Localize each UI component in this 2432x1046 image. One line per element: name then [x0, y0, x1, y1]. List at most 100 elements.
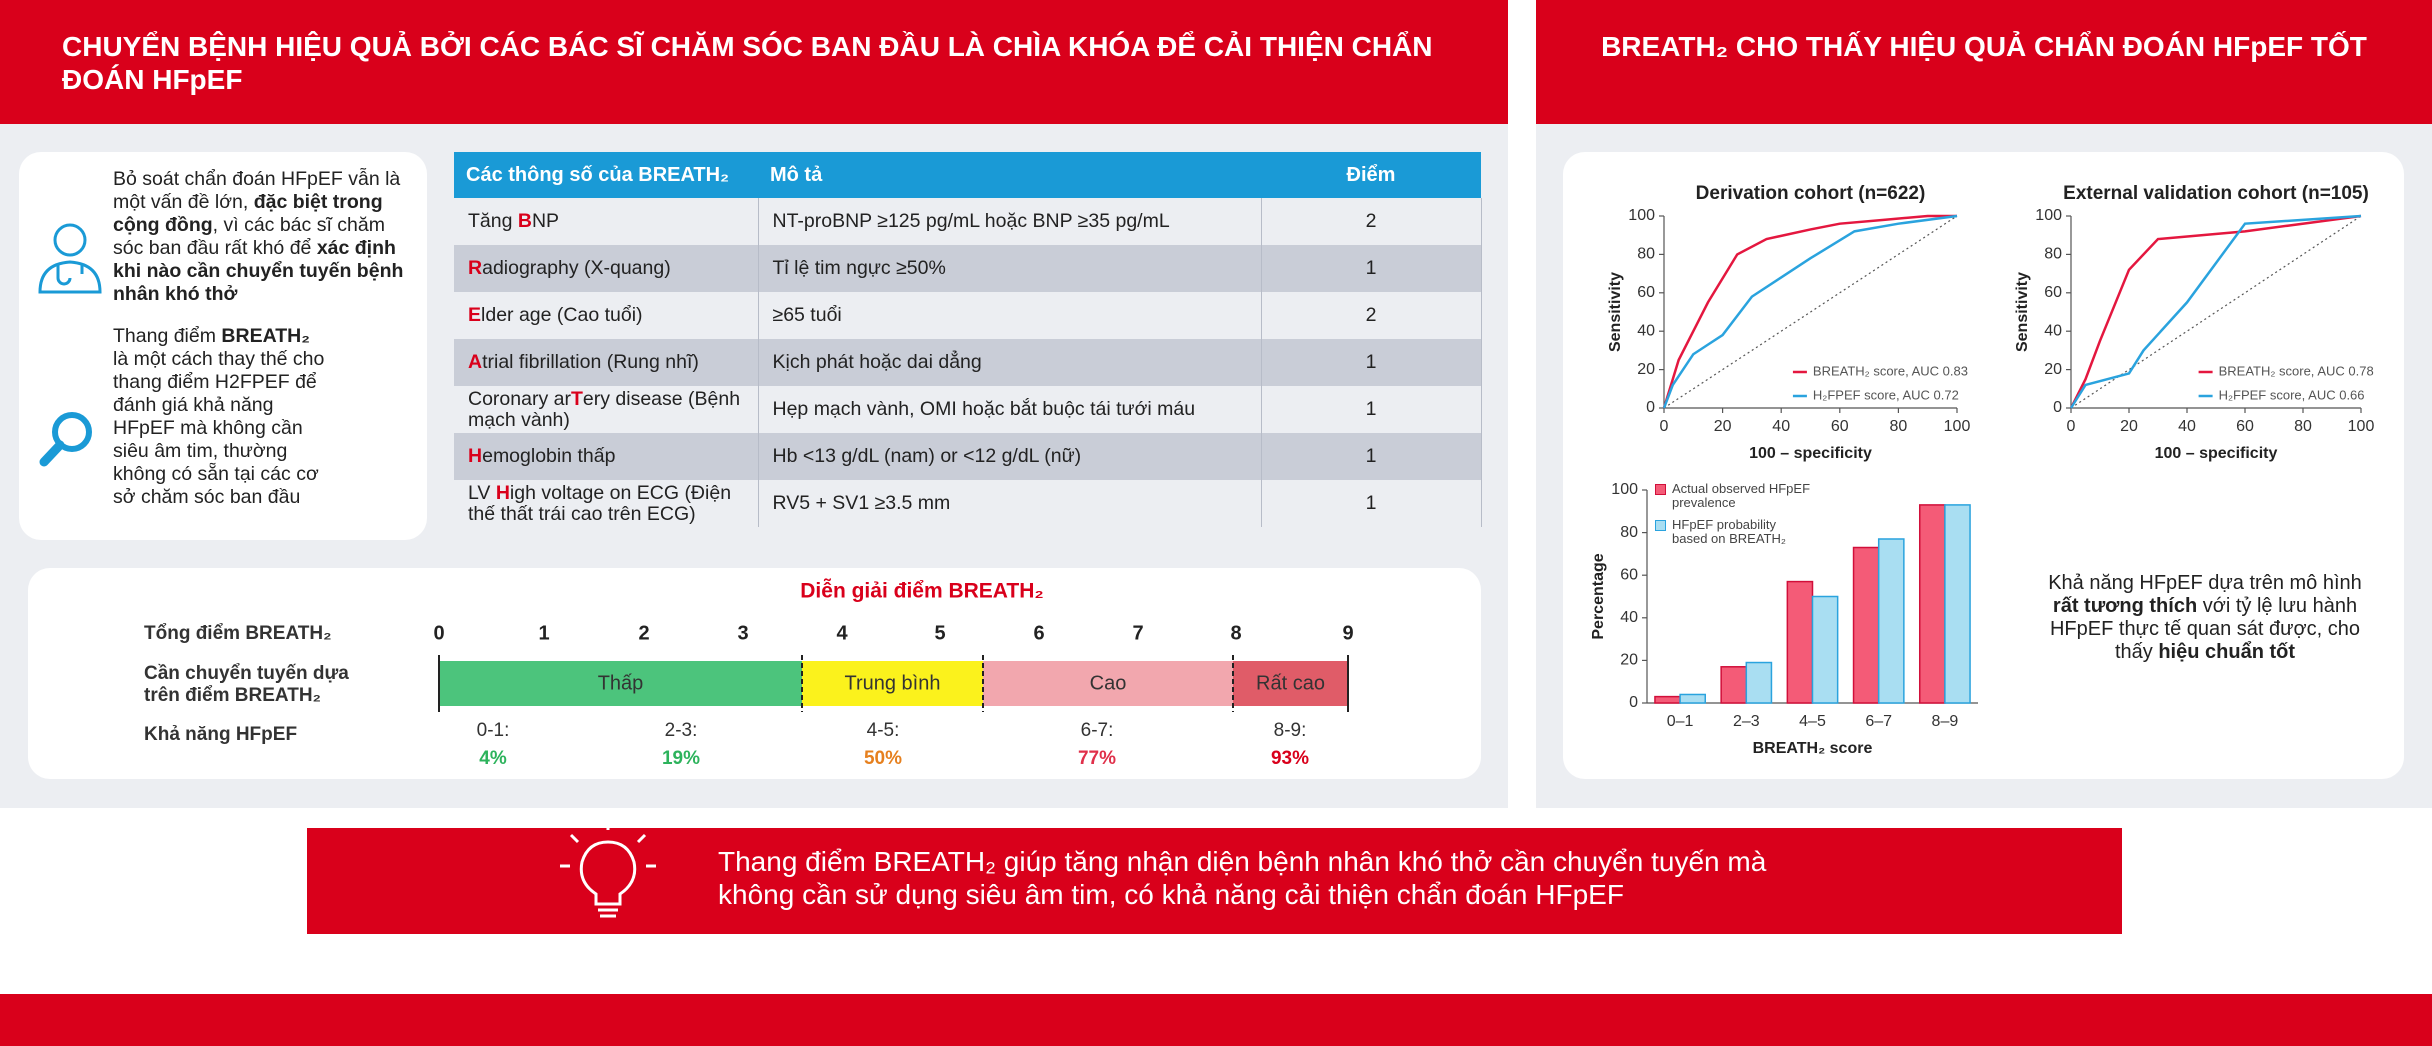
text-run: A: [468, 351, 483, 373]
text-run: Coronary ar: [468, 387, 571, 410]
roc-curve: [2069, 214, 2362, 409]
doctor-icon: [38, 223, 102, 294]
y-axis-label: Sensitivity: [1607, 272, 1624, 352]
text-run: H: [495, 481, 510, 504]
parameter-cell: Atrial fibrillation (Rung nhĩ): [454, 339, 759, 386]
x-tick-label: 80: [2294, 418, 2312, 435]
legend-label: H₂FPEF score, AUC 0.66: [2219, 387, 2365, 402]
x-tick-label: 80: [1890, 418, 1908, 435]
legend-swatch: [1655, 484, 1666, 495]
likelihood-range: 6-7:: [1081, 720, 1114, 741]
magnifier-icon: [39, 412, 92, 467]
text-run: Tăng: [468, 210, 518, 232]
legend-entry: Actual observed HFpEF prevalence: [1655, 482, 1815, 510]
y-tick-label: 40: [1637, 322, 1655, 339]
likelihood-range: 0-1:: [477, 720, 510, 741]
y-tick-label: 80: [1637, 246, 1655, 263]
y-tick-label: 20: [2044, 361, 2062, 378]
y-tick-label: 0: [2053, 399, 2062, 416]
bar: [1918, 504, 1946, 704]
x-tick-label: 60: [2236, 418, 2254, 435]
legend-label: BREATH₂ score, AUC 0.83: [1813, 363, 1968, 378]
y-tick-label: 40: [1620, 609, 1638, 626]
calibration-note: Khả năng HFpEF dựa trên mô hình rất tươn…: [2045, 572, 2365, 664]
likelihood-value: 19%: [662, 748, 700, 769]
likelihood-value: 50%: [864, 748, 902, 769]
banner-text: Thang điểm BREATH₂ giúp tăng nhận diện b…: [718, 846, 1767, 910]
text-run: Thang điểm: [113, 325, 222, 347]
text-run: NP: [531, 210, 560, 232]
bar: [1654, 695, 1681, 704]
x-tick-label: 100: [1944, 418, 1971, 435]
text-run: Bỏ soát chẩn đoán HFpEF vẫn là một vấn đ…: [113, 168, 401, 213]
text-run: BREATH₂: [221, 325, 310, 347]
parameter-cell: Hemoglobin thấp: [454, 433, 759, 480]
score-title: Diễn giải điểm BREATH₂: [800, 579, 1043, 603]
text-run: E: [468, 304, 482, 326]
footer-stripe: [0, 994, 2432, 1046]
table-header: Các thông số của BREATH₂: [454, 152, 758, 198]
text-run: T: [570, 387, 583, 410]
x-tick-label: 60: [1831, 418, 1849, 435]
score-tick: 8: [1230, 622, 1241, 644]
legend: Actual observed HFpEF prevalence HFpEF pr…: [1655, 482, 1815, 546]
table-row: LV High voltage on ECG (Điện thế thất tr…: [454, 480, 1482, 527]
text-run: rất tương thích: [2052, 595, 2198, 617]
legend-label: HFpEF probability based on BREATH₂: [1672, 517, 1786, 546]
text-run: xác định khi nào cần chuyển tuyến bệnh n…: [113, 237, 404, 305]
roc-curve: [1662, 214, 1957, 409]
x-tick-label: 0: [2067, 418, 2076, 435]
intro-paragraph: Thang điểm BREATH₂ là một cách thay thế …: [113, 325, 328, 509]
lightbulb-icon: [560, 820, 656, 918]
points-cell: 1: [1261, 245, 1482, 292]
likelihood-value: 93%: [1271, 748, 1309, 769]
y-tick-label: 60: [1637, 284, 1655, 301]
x-tick-label: 40: [2178, 418, 2196, 435]
right-title: BREATH₂ CHO THẤY HIỆU QUẢ CHẨN ĐOÁN HFpE…: [1601, 31, 2367, 62]
intro-card: [19, 152, 427, 540]
score-tick: 2: [638, 622, 649, 644]
x-tick-label: 40: [1772, 418, 1790, 435]
likelihood-range: 4-5:: [867, 720, 900, 741]
description-cell: Hẹp mạch vành, OMI hoặc bắt buộc tái tướ…: [758, 386, 1262, 433]
y-tick-label: 0: [1646, 399, 1655, 416]
x-tick-label: 20: [1714, 418, 1732, 435]
x-axis-label: BREATH₂ score: [1753, 740, 1873, 757]
x-tick-label: 20: [2120, 418, 2138, 435]
text-run: igh voltage on ECG (Điện thế thất trái c…: [468, 481, 732, 525]
left-header: [0, 0, 1508, 124]
bar: [1877, 538, 1905, 704]
score-band: [983, 661, 1233, 706]
description-cell: RV5 + SV1 ≥3.5 mm: [758, 480, 1262, 527]
x-tick-label: 0: [1660, 418, 1669, 435]
parameter-table: Các thông số của BREATH₂ Mô tả Điểm Tăng…: [454, 152, 1482, 527]
table-row: Coronary arTery disease (Bệnh mạch vành)…: [454, 386, 1482, 433]
parameter-cell: Tăng BNP: [454, 198, 759, 245]
points-cell: 1: [1261, 386, 1482, 433]
parameter-cell: Radiography (X-quang): [454, 245, 759, 292]
y-tick-label: 80: [2044, 246, 2062, 263]
points-cell: 1: [1261, 339, 1482, 386]
likelihood-range: 8-9:: [1274, 720, 1307, 741]
table-row: Elder age (Cao tuổi) ≥65 tuổi 2: [454, 292, 1482, 339]
score-tick: 4: [836, 622, 848, 644]
score-band-label: Cao: [1090, 672, 1127, 694]
y-axis-label: Sensitivity: [2014, 272, 2031, 352]
description-cell: Hb <13 g/dL (nam) or <12 g/dL (nữ): [758, 433, 1262, 480]
score-band: [1233, 661, 1348, 706]
x-tick-label: 0–1: [1667, 713, 1694, 730]
table-row: Atrial fibrillation (Rung nhĩ) Kịch phát …: [454, 339, 1482, 386]
score-band: [802, 661, 983, 706]
likelihood-value: 4%: [479, 748, 507, 769]
parameter-cell: Coronary arTery disease (Bệnh mạch vành): [454, 386, 759, 433]
text-run: H: [468, 445, 483, 467]
y-tick-label: 60: [2044, 284, 2062, 301]
legend-label: Actual observed HFpEF prevalence: [1672, 482, 1811, 510]
score-tick: 7: [1132, 622, 1143, 644]
legend-swatch: [1655, 520, 1666, 531]
score-band-label: Trung bình: [845, 672, 941, 694]
text-run: LV: [468, 481, 496, 504]
text-run: là một cách thay thế cho thang điểm H2FP…: [113, 348, 325, 508]
score-band: [439, 661, 802, 706]
